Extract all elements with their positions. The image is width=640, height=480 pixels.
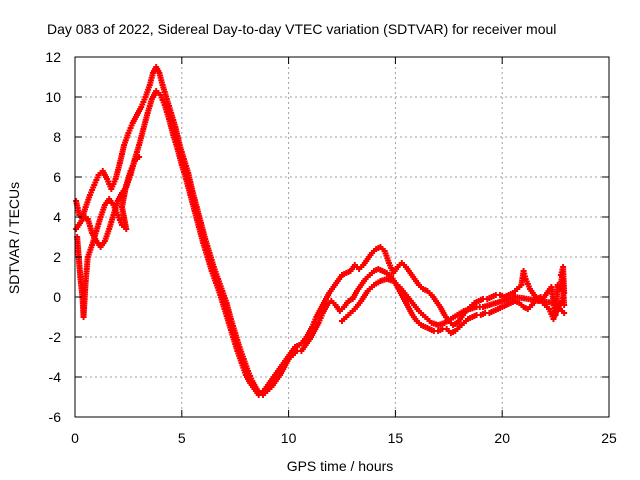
- series-track-c: [74, 154, 568, 328]
- y-tick-label: 4: [53, 209, 61, 225]
- y-tick-label: 2: [53, 249, 61, 265]
- x-tick-label: 20: [494, 430, 510, 446]
- x-tick-label: 5: [178, 430, 186, 446]
- data-points: [73, 64, 568, 398]
- y-axis-label: SDTVAR / TECUs: [6, 182, 22, 294]
- chart-title: Day 083 of 2022, Sidereal Day-to-day VTE…: [47, 21, 556, 37]
- y-tick-label: 0: [53, 289, 61, 305]
- data-point: [136, 154, 143, 160]
- y-tick-label: -2: [49, 329, 62, 345]
- x-tick-label: 0: [71, 430, 79, 446]
- y-tick-label: 12: [45, 49, 61, 65]
- y-tick-label: 6: [53, 169, 61, 185]
- axis-ticks: 0 5 10 15 20 25 -6 -4 -2 0 2 4 6 8 10 12: [45, 49, 617, 446]
- plot-frame: [74, 56, 610, 418]
- series-track-b: [73, 88, 568, 398]
- y-tick-label: -6: [49, 409, 62, 425]
- y-tick-label: 10: [45, 89, 61, 105]
- y-tick-label: -4: [49, 369, 62, 385]
- x-tick-label: 25: [601, 430, 617, 446]
- y-tick-label: 8: [53, 129, 61, 145]
- data-point: [557, 272, 564, 278]
- x-tick-label: 10: [281, 430, 297, 446]
- x-axis-label: GPS time / hours: [287, 458, 394, 474]
- x-tick-label: 15: [388, 430, 404, 446]
- data-point: [561, 310, 568, 316]
